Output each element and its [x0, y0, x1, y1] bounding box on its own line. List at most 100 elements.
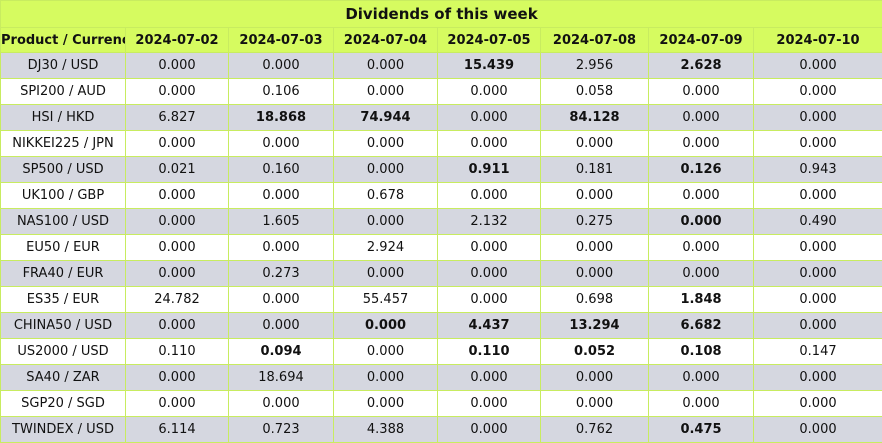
dividend-cell: 0.106: [228, 78, 334, 105]
dividend-cell: 0.000: [648, 78, 754, 105]
dividend-cell: 0.000: [437, 260, 541, 287]
dividend-cell: 0.000: [437, 130, 541, 157]
dividend-cell: 1.605: [228, 208, 334, 235]
dividend-cell: 0.000: [753, 416, 882, 443]
dividend-cell: 0.094: [228, 338, 334, 365]
dividend-cell: 0.108: [648, 338, 754, 365]
dividend-cell: 0.000: [437, 234, 541, 261]
table-row: US2000 / USD 0.110 0.094 0.000 0.110 0.052 0.1…: [0, 338, 882, 365]
dividend-cell: 0.021: [125, 156, 229, 183]
dividend-cell: 0.000: [333, 338, 438, 365]
product-cell: EU50 / EUR: [0, 234, 126, 261]
dividend-cell: 0.000: [753, 52, 882, 79]
dividend-cell: 0.000: [753, 182, 882, 209]
dividend-cell: 0.000: [333, 208, 438, 235]
dividend-cell: 0.275: [540, 208, 649, 235]
dividend-cell: 74.944: [333, 104, 438, 131]
column-header: 2024-07-08: [540, 27, 649, 53]
dividend-cell: 0.000: [437, 286, 541, 313]
dividend-cell: 0.000: [333, 130, 438, 157]
dividend-cell: 0.000: [648, 208, 754, 235]
dividend-cell: 0.000: [540, 390, 649, 417]
dividend-cell: 0.000: [753, 390, 882, 417]
column-header: 2024-07-09: [648, 27, 754, 53]
dividend-cell: 0.058: [540, 78, 649, 105]
table-row: NAS100 / USD 0.000 1.605 0.000 2.132 0.275 0.0…: [0, 208, 882, 235]
header-row: Product / Currency 2024-07-02 2024-07-03 20…: [0, 27, 882, 53]
dividend-cell: 0.000: [228, 182, 334, 209]
dividend-cell: 0.000: [540, 182, 649, 209]
dividend-cell: 0.000: [753, 104, 882, 131]
column-header: 2024-07-02: [125, 27, 229, 53]
dividend-cell: 0.000: [125, 390, 229, 417]
dividend-cell: 0.000: [437, 182, 541, 209]
dividend-cell: 0.000: [540, 130, 649, 157]
dividend-cell: 0.000: [333, 312, 438, 339]
dividend-cell: 0.000: [228, 234, 334, 261]
dividend-cell: 0.000: [228, 286, 334, 313]
dividend-cell: 6.827: [125, 104, 229, 131]
dividend-cell: 13.294: [540, 312, 649, 339]
dividend-cell: 0.490: [753, 208, 882, 235]
dividend-cell: 0.000: [125, 182, 229, 209]
table-row: SA40 / ZAR 0.000 18.694 0.000 0.000 0.000 0.00…: [0, 364, 882, 391]
table-row: HSI / HKD 6.827 18.868 74.944 0.000 84.128 0.0…: [0, 104, 882, 131]
dividend-cell: 4.437: [437, 312, 541, 339]
dividend-cell: 0.000: [648, 104, 754, 131]
dividend-cell: 18.694: [228, 364, 334, 391]
dividend-cell: 0.000: [648, 234, 754, 261]
dividend-cell: 55.457: [333, 286, 438, 313]
dividend-cell: 0.000: [437, 390, 541, 417]
dividend-cell: 6.682: [648, 312, 754, 339]
product-cell: SP500 / USD: [0, 156, 126, 183]
dividend-cell: 0.000: [648, 260, 754, 287]
table-row: FRA40 / EUR 0.000 0.273 0.000 0.000 0.000 0.00…: [0, 260, 882, 287]
dividend-cell: 0.475: [648, 416, 754, 443]
dividend-cell: 0.000: [125, 78, 229, 105]
dividend-cell: 2.956: [540, 52, 649, 79]
dividend-cell: 18.868: [228, 104, 334, 131]
dividend-cell: 0.000: [125, 364, 229, 391]
table-row: NIKKEI225 / JPN 0.000 0.000 0.000 0.000 0.000…: [0, 130, 882, 157]
dividend-cell: 2.628: [648, 52, 754, 79]
dividend-cell: 0.000: [753, 78, 882, 105]
dividend-cell: 0.000: [753, 312, 882, 339]
product-cell: TWINDEX / USD: [0, 416, 126, 443]
dividend-cell: 0.000: [437, 364, 541, 391]
table-row: TWINDEX / USD 6.114 0.723 4.388 0.000 0.762 0.…: [0, 416, 882, 443]
table-row: SPI200 / AUD 0.000 0.106 0.000 0.000 0.058 0.0…: [0, 78, 882, 105]
table-row: CHINA50 / USD 0.000 0.000 0.000 4.437 13.294 6…: [0, 312, 882, 339]
column-header: 2024-07-03: [228, 27, 334, 53]
dividend-cell: 0.000: [540, 364, 649, 391]
table-row: UK100 / GBP 0.000 0.000 0.678 0.000 0.000 0.00…: [0, 182, 882, 209]
dividend-cell: 0.000: [333, 156, 438, 183]
dividend-cell: 0.000: [125, 208, 229, 235]
dividend-cell: 15.439: [437, 52, 541, 79]
table-row: SGP20 / SGD 0.000 0.000 0.000 0.000 0.000 0.00…: [0, 390, 882, 417]
dividend-cell: 0.000: [125, 52, 229, 79]
dividend-cell: 0.000: [333, 364, 438, 391]
dividend-cell: 0.110: [125, 338, 229, 365]
column-header: 2024-07-04: [333, 27, 438, 53]
product-cell: SA40 / ZAR: [0, 364, 126, 391]
dividend-cell: 0.911: [437, 156, 541, 183]
dividend-cell: 0.678: [333, 182, 438, 209]
product-cell: CHINA50 / USD: [0, 312, 126, 339]
dividend-cell: 0.000: [125, 130, 229, 157]
product-cell: NAS100 / USD: [0, 208, 126, 235]
product-cell: HSI / HKD: [0, 104, 126, 131]
dividend-cell: 0.000: [753, 260, 882, 287]
dividend-cell: 0.762: [540, 416, 649, 443]
product-cell: NIKKEI225 / JPN: [0, 130, 126, 157]
dividend-cell: 6.114: [125, 416, 229, 443]
dividend-cell: 0.000: [648, 182, 754, 209]
table-row: EU50 / EUR 0.000 0.000 2.924 0.000 0.000 0.000…: [0, 234, 882, 261]
dividend-cell: 0.000: [333, 78, 438, 105]
dividend-cell: 0.000: [437, 104, 541, 131]
dividend-cell: 0.000: [228, 130, 334, 157]
dividend-cell: 0.000: [648, 130, 754, 157]
dividend-cell: 0.000: [333, 260, 438, 287]
table-body: DJ30 / USD 0.000 0.000 0.000 15.439 2.956 2.62…: [0, 52, 882, 443]
dividend-cell: 84.128: [540, 104, 649, 131]
